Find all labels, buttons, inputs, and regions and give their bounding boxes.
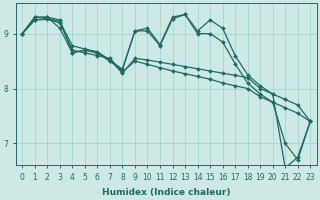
- X-axis label: Humidex (Indice chaleur): Humidex (Indice chaleur): [102, 188, 230, 197]
